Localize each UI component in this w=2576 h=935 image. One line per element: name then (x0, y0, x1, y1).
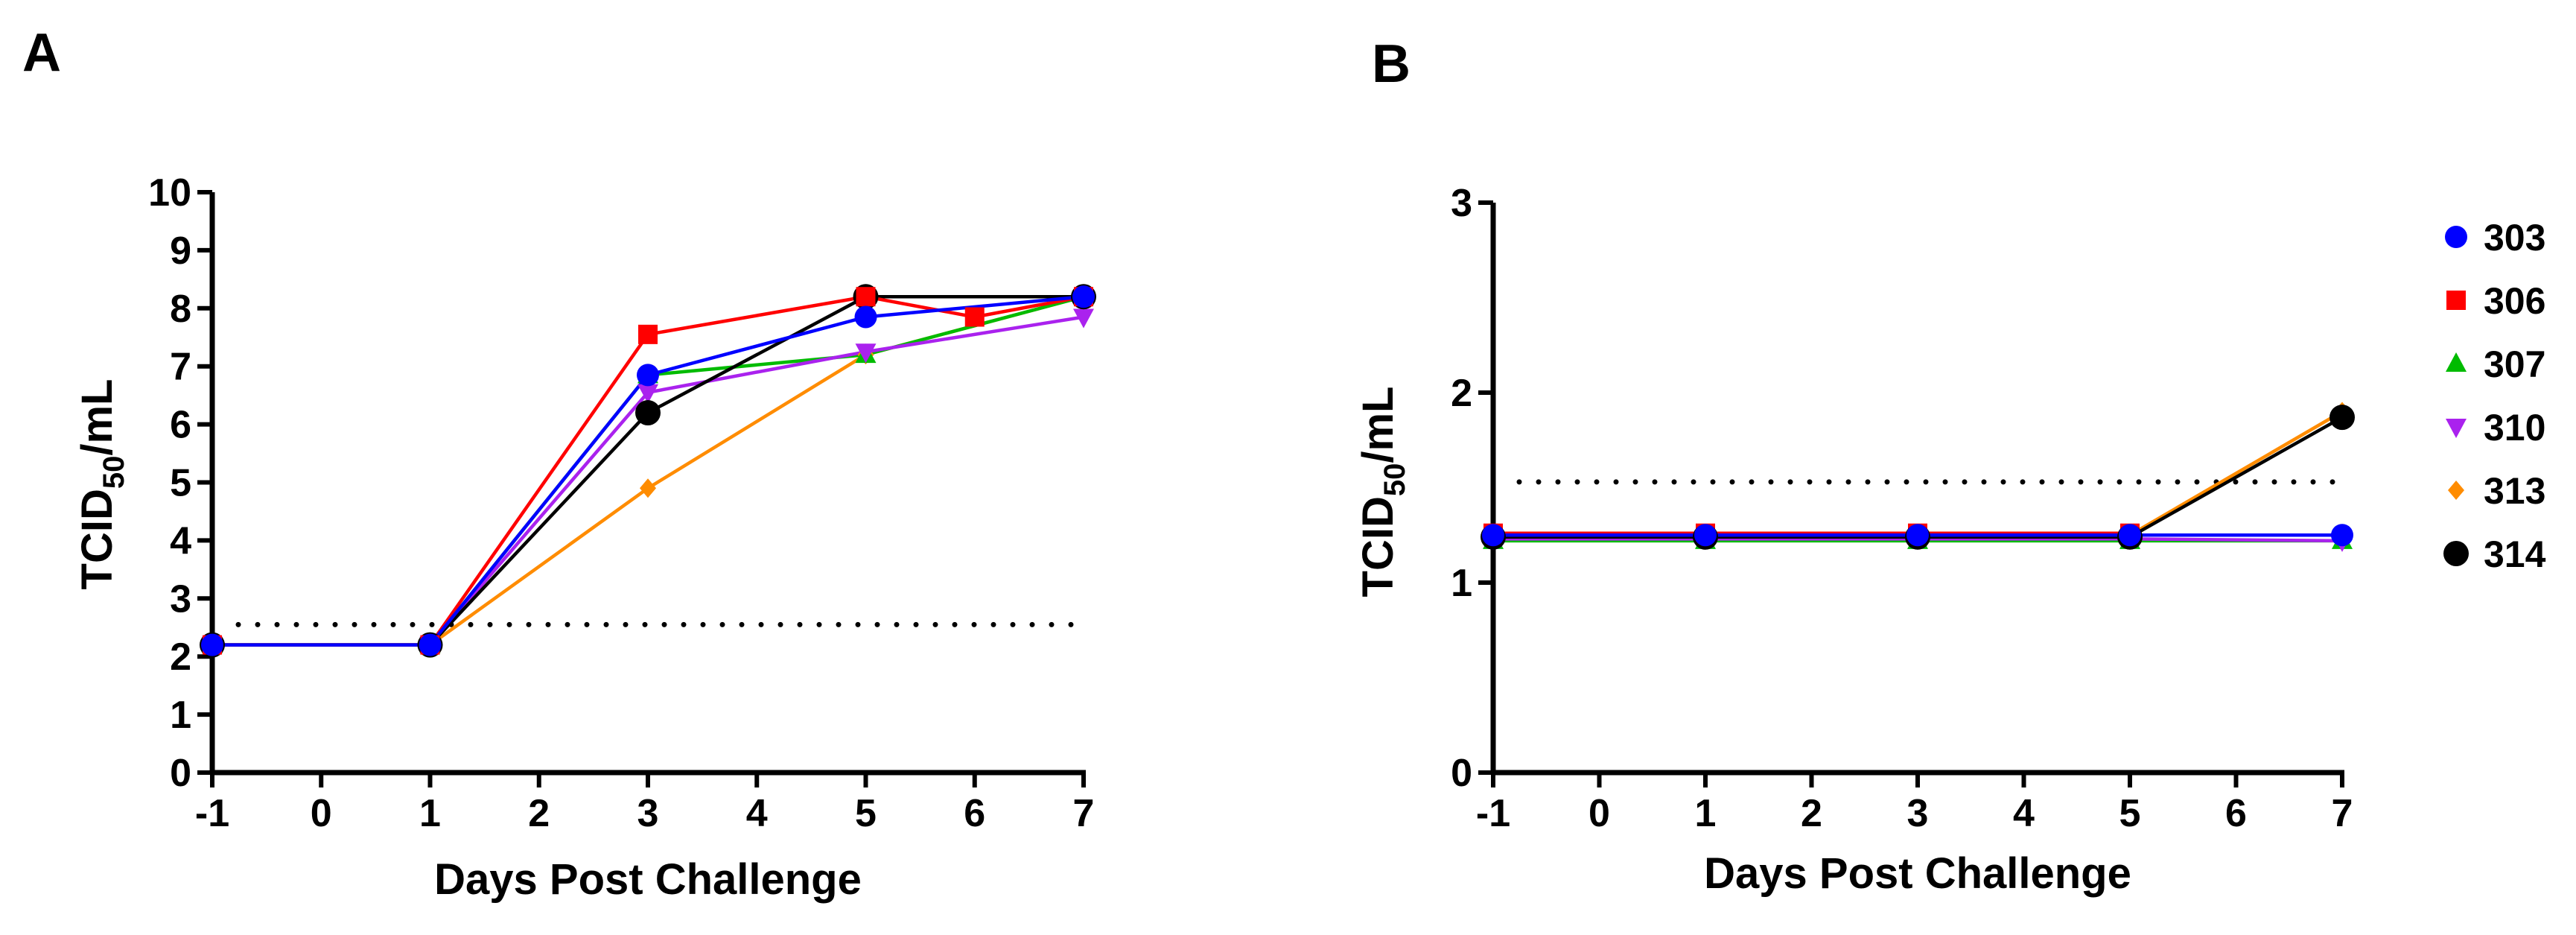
panel-b-x-tick-label: 5 (2119, 792, 2141, 835)
panel-a-x-tick-label: -1 (195, 792, 229, 835)
panel-a-y-tick-label: 4 (170, 519, 191, 562)
panel-a-x-tick-label: 1 (419, 792, 441, 835)
legend-marker-314 (2443, 541, 2469, 566)
panel-b-series-303-point (1694, 524, 1717, 547)
panel-a-y-tick-label: 5 (170, 462, 191, 505)
legend: 303 306 307 310 313 314 (2443, 217, 2546, 575)
panel-a-series-310-point (855, 343, 877, 364)
legend-marker-306 (2446, 291, 2466, 310)
panel-a-series-303-point (854, 305, 877, 329)
panel-b-letter: B (1372, 34, 1411, 94)
panel-a-x-tick-label: 2 (528, 792, 550, 835)
legend-label-303: 303 (2484, 217, 2545, 259)
panel-a-y-tick-label: 1 (170, 694, 191, 737)
panel-a-y-tick-label: 7 (170, 346, 191, 389)
panel-b-series-314-point (2329, 405, 2355, 431)
panel-a-x-tick-label: 5 (855, 792, 877, 835)
legend-marker-310 (2446, 419, 2467, 438)
panel-a-y-tick-label: 2 (170, 636, 191, 679)
panel-b-series-303-point (2331, 524, 2353, 547)
panel-a-series-314-line (212, 294, 1084, 647)
legend-label-306: 306 (2484, 280, 2545, 322)
panel-a-x-tick-label: 7 (1073, 792, 1095, 835)
panel-b-y-tick-label: 2 (1451, 372, 1472, 415)
panel-a-y-tick-label: 0 (170, 752, 191, 795)
panel-b-y-tick-label: 0 (1451, 752, 1472, 795)
panel-b-x-tick-label: 4 (2013, 792, 2035, 835)
panel-a-series-313-point (640, 478, 656, 498)
legend-label-314: 314 (2484, 533, 2546, 575)
panel-b-x-tick-label: 2 (1801, 792, 1822, 835)
panel-b-x-tick-label: 7 (2332, 792, 2353, 835)
panel-b-y-tick-label: 1 (1451, 562, 1472, 605)
panel-b-series-314-line (1493, 416, 2344, 539)
panel-b-series-313-line (1493, 410, 2344, 537)
panel-a-x-tick-label: 4 (746, 792, 768, 835)
panel-a-series-306-point (964, 307, 985, 327)
panel-a-series-313-line (212, 295, 1084, 647)
panel-a-series-310-point (637, 384, 658, 404)
panel-a-x-tick-label: 3 (637, 792, 659, 835)
panel-b-series-303-point (1482, 524, 1504, 547)
panel-a-series-303-point (637, 364, 659, 387)
panel-b-x-axis-title: Days Post Challenge (1704, 849, 2131, 898)
panel-b-y-tick-label: 3 (1451, 182, 1472, 225)
panel-b-x-tick-label: -1 (1476, 792, 1510, 835)
panel-a-series-306-point (856, 287, 876, 307)
panel-a-y-tick-label: 8 (170, 288, 191, 331)
legend-marker-307 (2446, 352, 2467, 372)
panel-b-x-tick-label: 6 (2225, 792, 2247, 835)
legend-label-313: 313 (2484, 470, 2545, 512)
panel-a-y-tick-label: 3 (170, 577, 191, 621)
panel-a-y-tick-label: 6 (170, 404, 191, 447)
panel-a-x-axis-title: Days Post Challenge (434, 855, 862, 904)
panel-b-x-tick-label: 0 (1588, 792, 1610, 835)
legend-marker-303 (2445, 226, 2467, 248)
panel-a-series-306-point (638, 324, 658, 344)
panel-b-x-tick-label: 3 (1907, 792, 1929, 835)
panel-a-series-310-point (1073, 308, 1094, 329)
panel-a-x-tick-label: 6 (964, 792, 985, 835)
panel-b-x-tick-label: 1 (1695, 792, 1717, 835)
panel-a-series-303-point (201, 633, 223, 656)
panel-a-y-tick-label: 9 (170, 229, 191, 273)
legend-marker-313 (2448, 481, 2464, 500)
panel-a-series-303-line (212, 294, 1084, 647)
panel-a-series-303-point (1072, 285, 1095, 308)
panel-a-series-303-point (419, 633, 442, 656)
panel-b-series-303-point (2119, 524, 2141, 547)
panel-b-y-axis-title: TCID50/mL (1354, 387, 1411, 598)
panel-a-letter: A (22, 23, 61, 83)
legend-label-307: 307 (2484, 343, 2545, 385)
panel-a-series-307-line (212, 295, 1084, 647)
panel-a-series-306-line (212, 294, 1084, 647)
panel-a-y-axis-title: TCID50/mL (73, 379, 130, 590)
panel-a-y-tick-label: 10 (148, 171, 191, 215)
panel-b-series-303-point (1906, 524, 1929, 547)
panel-a-series-314-point (635, 400, 661, 426)
panel-a-x-tick-label: 0 (311, 792, 332, 835)
legend-label-310: 310 (2484, 407, 2545, 449)
